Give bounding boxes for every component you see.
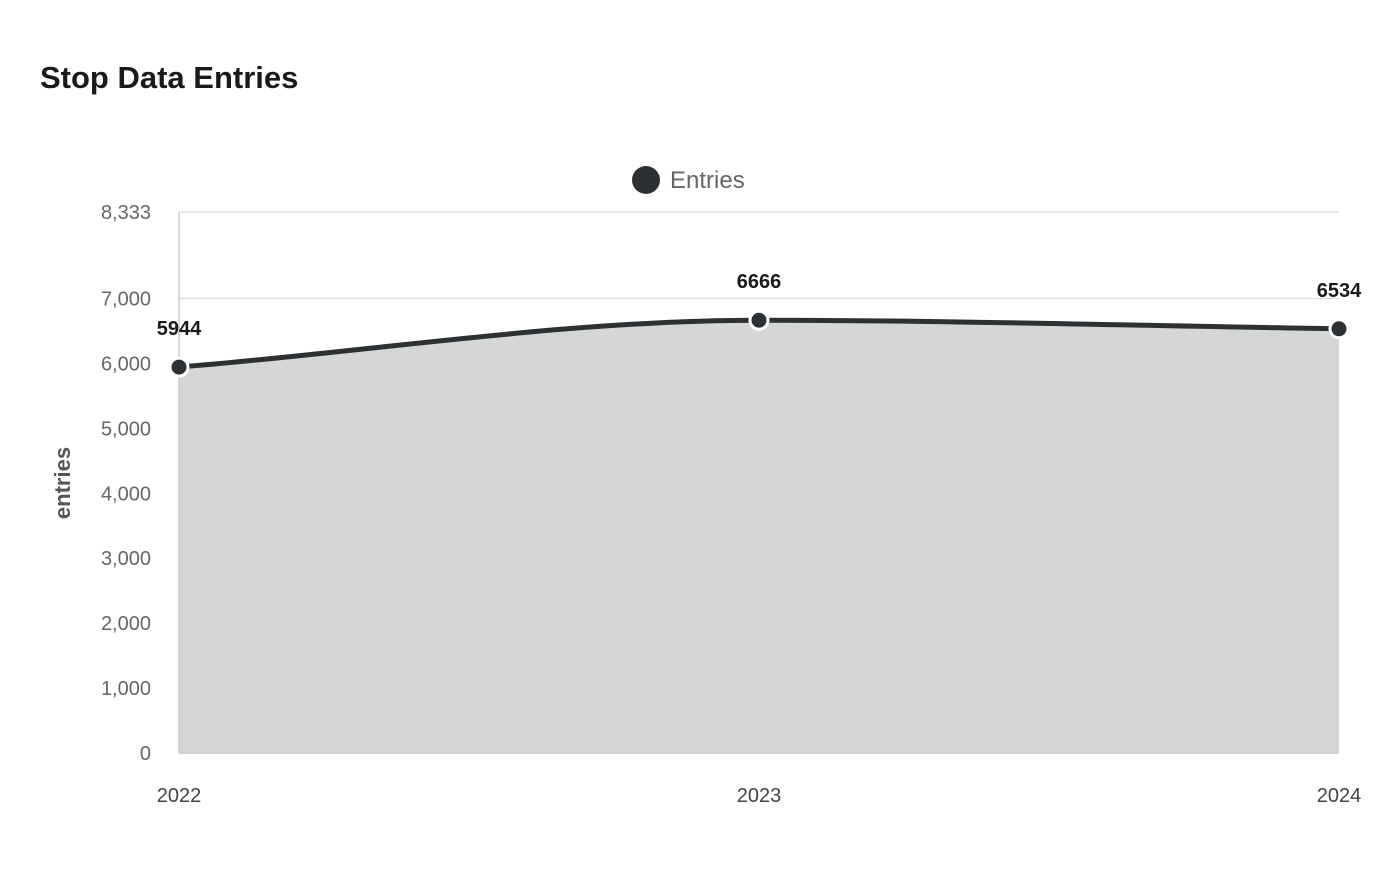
y-tick-label: 5,000 (101, 418, 151, 440)
legend[interactable]: Entries (632, 166, 745, 194)
data-point[interactable] (1328, 318, 1350, 340)
data-label: 6534 (1317, 280, 1362, 302)
y-tick-label: 3,000 (101, 548, 151, 570)
legend-marker[interactable] (632, 166, 660, 194)
y-tick-label: 7,000 (101, 289, 151, 311)
data-point[interactable] (168, 356, 190, 378)
data-points (168, 309, 1350, 378)
legend-label[interactable]: Entries (670, 167, 745, 194)
series-area (179, 320, 1339, 753)
y-axis-ticks: 0 1,000 2,000 3,000 4,000 5,000 6,000 7,000 8,33… (101, 202, 151, 765)
data-point[interactable] (748, 309, 770, 331)
data-labels: 5944 6666 6534 (157, 271, 1362, 340)
y-tick-label: 0 (140, 743, 151, 765)
chart-title: Stop Data Entries (40, 60, 299, 95)
x-tick-label: 2023 (737, 785, 782, 807)
axes (178, 212, 1339, 754)
data-label: 6666 (737, 271, 782, 293)
x-tick-label: 2022 (157, 785, 202, 807)
y-tick-label: 2,000 (101, 613, 151, 635)
y-axis-title: entries (50, 447, 75, 519)
y-tick-label: 8,333 (101, 202, 151, 224)
y-tick-label: 6,000 (101, 353, 151, 375)
y-tick-label: 4,000 (101, 483, 151, 505)
y-tick-label: 1,000 (101, 678, 151, 700)
x-tick-label: 2024 (1317, 785, 1362, 807)
x-axis-ticks: 2022 2023 2024 (157, 785, 1362, 807)
data-label: 5944 (157, 318, 202, 340)
series-area-fill (179, 320, 1339, 753)
